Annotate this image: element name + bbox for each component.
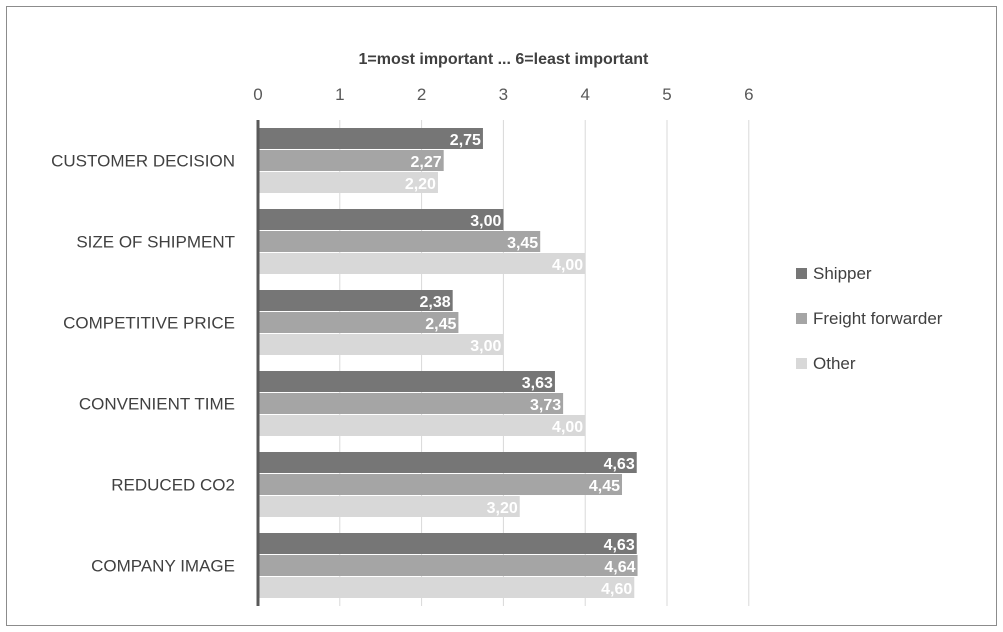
data-label: 2,45 xyxy=(425,316,456,333)
bar xyxy=(259,334,504,355)
chart-title: 1=most important ... 6=least important xyxy=(358,51,649,68)
x-tick-label: 5 xyxy=(662,85,671,104)
bar xyxy=(259,577,635,598)
x-tick-label: 2 xyxy=(417,85,426,104)
data-label: 4,00 xyxy=(552,257,583,274)
x-tick-label: 0 xyxy=(253,85,262,104)
data-label: 4,45 xyxy=(589,478,620,495)
legend: Shipper Freight forwarder Other xyxy=(796,264,943,373)
data-label: 4,63 xyxy=(604,456,635,473)
data-label: 2,38 xyxy=(420,294,451,311)
x-tick-label: 4 xyxy=(580,85,589,104)
x-tick-label: 1 xyxy=(335,85,344,104)
bar xyxy=(259,128,483,149)
bar xyxy=(259,209,504,230)
x-tick-label: 3 xyxy=(499,85,508,104)
bar xyxy=(259,496,520,517)
legend-swatch xyxy=(796,358,807,369)
data-label: 3,73 xyxy=(530,397,561,414)
data-label: 3,00 xyxy=(470,213,501,230)
x-tick-label: 6 xyxy=(744,85,753,104)
bar xyxy=(259,312,459,333)
data-label: 2,20 xyxy=(405,176,436,193)
bar xyxy=(259,290,453,311)
bars: 2,75 2,27 2,20 3,00 3,45 4,00 2,38 2,45 3,00 3,63… xyxy=(259,128,638,598)
bar xyxy=(259,371,555,392)
category-label: CUSTOMER DECISION xyxy=(51,152,235,171)
bar xyxy=(259,555,638,576)
bar xyxy=(259,253,586,274)
bar xyxy=(259,231,541,252)
data-label: 4,64 xyxy=(604,559,635,576)
legend-label: Shipper xyxy=(813,264,872,283)
data-label: 3,63 xyxy=(522,375,553,392)
category-label: COMPANY IMAGE xyxy=(91,557,235,576)
data-label: 2,75 xyxy=(450,132,481,149)
data-label: 3,20 xyxy=(487,500,518,517)
data-label: 3,00 xyxy=(470,338,501,355)
chart-frame xyxy=(6,6,997,626)
data-label: 4,63 xyxy=(604,537,635,554)
category-label: COMPETITIVE PRICE xyxy=(63,314,235,333)
category-label: REDUCED CO2 xyxy=(111,476,235,495)
bar xyxy=(259,533,637,554)
data-label: 3,45 xyxy=(507,235,538,252)
legend-label: Freight forwarder xyxy=(813,309,943,328)
bar xyxy=(259,393,564,414)
bar xyxy=(259,150,444,171)
legend-swatch xyxy=(796,313,807,324)
legend-swatch xyxy=(796,268,807,279)
bar xyxy=(259,474,623,495)
legend-label: Other xyxy=(813,354,856,373)
data-label: 4,00 xyxy=(552,419,583,436)
axes: 0 1 2 3 4 5 6 CUSTOMER DECISION SIZE OF SHIPMENT… xyxy=(51,85,754,606)
category-label: CONVENIENT TIME xyxy=(79,395,235,414)
data-label: 4,60 xyxy=(601,581,632,598)
bar xyxy=(259,452,637,473)
gridlines xyxy=(339,120,750,606)
data-label: 2,27 xyxy=(411,154,442,171)
bar xyxy=(259,172,438,193)
bar xyxy=(259,415,586,436)
category-label: SIZE OF SHIPMENT xyxy=(76,233,235,252)
